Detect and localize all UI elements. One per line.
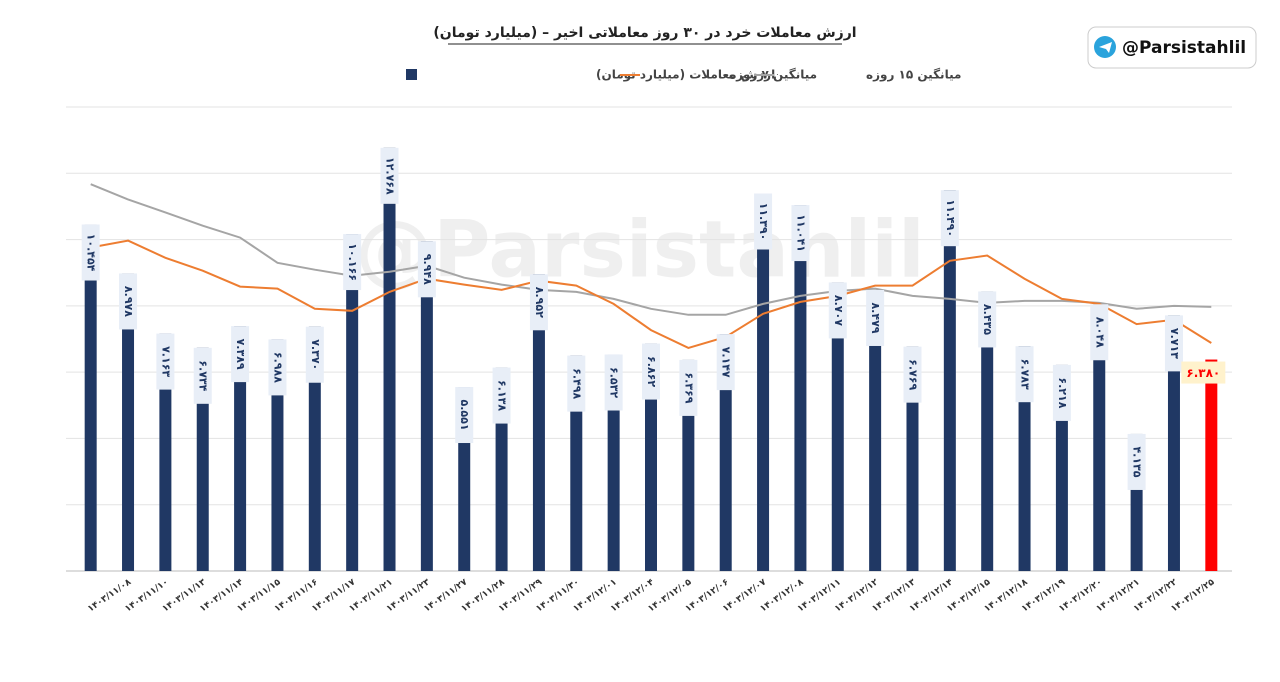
legend-label: میانگین ۱۵ روزه <box>866 68 961 83</box>
value-label: ۵.۵۵۱ <box>458 400 471 431</box>
bar <box>906 346 919 571</box>
value-label-box <box>1164 315 1183 372</box>
value-label-box <box>567 355 586 412</box>
value-label-box <box>1090 304 1109 361</box>
value-label: ۶.۳۶۹ <box>682 372 695 403</box>
value-label: ۶.۷۳۴ <box>197 360 210 391</box>
bar <box>1018 346 1031 571</box>
value-label: ۸.۹۵۲ <box>533 287 546 318</box>
value-label: ۸.۷۰۷ <box>832 295 845 326</box>
value-label-box <box>119 273 138 330</box>
value-label-box <box>380 147 399 204</box>
bar <box>532 274 545 571</box>
value-label: ۸.۰۴۸ <box>1093 317 1106 348</box>
value-label: ۱۱.۳۹۰ <box>757 203 770 241</box>
value-label-box <box>642 343 660 400</box>
bar <box>981 291 994 571</box>
bar <box>308 326 321 571</box>
bar <box>420 241 433 571</box>
bar <box>757 193 770 571</box>
value-label-box <box>529 274 548 331</box>
value-label-box <box>492 367 511 424</box>
value-label: ۶.۷۸۳ <box>1019 359 1032 390</box>
value-label: ۹.۹۴۸ <box>421 254 434 285</box>
value-label: ۷.۱۶۳ <box>159 346 172 377</box>
value-label-box <box>455 387 474 444</box>
legend: ارزش معاملات (میلیارد تومان) میانگین ۷ ر… <box>406 68 961 83</box>
bar <box>84 224 97 571</box>
value-label-box <box>1127 433 1146 490</box>
chart-title: ارزش معاملات خرد در ۳۰ روز معاملاتی اخیر… <box>433 25 856 41</box>
value-label: ۶.۲۱۸ <box>1056 377 1069 408</box>
value-label: ۸.۴۳۵ <box>981 304 994 335</box>
bar <box>234 326 247 571</box>
value-label: ۴.۱۳۵ <box>1131 446 1144 477</box>
bar <box>122 273 135 571</box>
legend-label: ارزش معاملات (میلیارد تومان) <box>596 68 775 83</box>
value-label: ۱۰.۴۵۴ <box>85 234 98 272</box>
value-label-box <box>1015 346 1034 403</box>
value-label-box <box>604 354 623 411</box>
value-label: ۷.۱۴۷ <box>720 347 733 378</box>
value-label-box <box>828 282 847 339</box>
value-label-box <box>343 234 362 291</box>
value-label: ۶.۷۶۹ <box>906 359 919 390</box>
value-label: ۶.۱۳۸ <box>496 380 509 411</box>
value-label-box <box>156 333 175 390</box>
bar <box>869 289 882 571</box>
bar <box>719 334 732 571</box>
value-label-box <box>679 359 698 416</box>
value-label: ۸.۴۷۹ <box>869 302 882 333</box>
legend-swatch <box>406 69 417 80</box>
bar <box>1093 304 1106 571</box>
bar <box>383 147 396 571</box>
value-label-box <box>940 190 959 247</box>
bar <box>159 333 172 571</box>
value-label: ۷.۳۸۹ <box>234 339 247 370</box>
value-label: ۶.۴۹۸ <box>570 368 583 399</box>
value-label-box <box>268 339 287 396</box>
value-label-box <box>1052 364 1071 421</box>
value-label: ۶.۵۳۲ <box>608 367 621 398</box>
bar <box>645 343 657 571</box>
value-label: ۶.۸۶۲ <box>645 356 658 387</box>
bar <box>831 282 844 571</box>
value-label: ۶.۳۸۰ <box>1186 366 1220 380</box>
value-label-box <box>754 193 773 250</box>
value-label-box <box>417 241 436 298</box>
value-label: ۱۰.۱۶۶ <box>346 243 359 281</box>
value-label: ۸.۹۷۸ <box>122 286 135 317</box>
line <box>90 183 1212 316</box>
bar <box>271 339 284 571</box>
value-label: ۷.۷۱۳ <box>1168 328 1181 359</box>
value-label-box <box>231 326 250 383</box>
value-label-box <box>866 289 885 346</box>
value-label: ۱۱.۴۹۰ <box>944 199 957 237</box>
handle: @Parsistahlil <box>1122 38 1246 58</box>
value-label: ۱۲.۷۶۸ <box>384 157 397 195</box>
watermark: @Parsistahlil <box>355 205 924 295</box>
value-label-box <box>903 346 922 403</box>
value-label-box <box>193 347 212 404</box>
value-label-box <box>1181 361 1226 384</box>
bar <box>1167 315 1180 571</box>
handle-box <box>1087 26 1257 69</box>
value-label: ۷.۳۷۰ <box>309 339 322 370</box>
value-label-box <box>978 291 997 348</box>
bar <box>1205 359 1218 571</box>
telegram-plane <box>1099 42 1112 53</box>
bar <box>943 190 956 571</box>
value-label: ۱۱.۰۴۱ <box>794 214 807 252</box>
value-label: ۶.۹۸۸ <box>271 352 284 383</box>
bar <box>346 234 359 572</box>
value-label-box <box>791 205 810 262</box>
value-label-box <box>81 224 100 281</box>
value-label-box <box>716 334 735 391</box>
value-label-box <box>305 326 324 383</box>
line <box>90 239 1212 349</box>
